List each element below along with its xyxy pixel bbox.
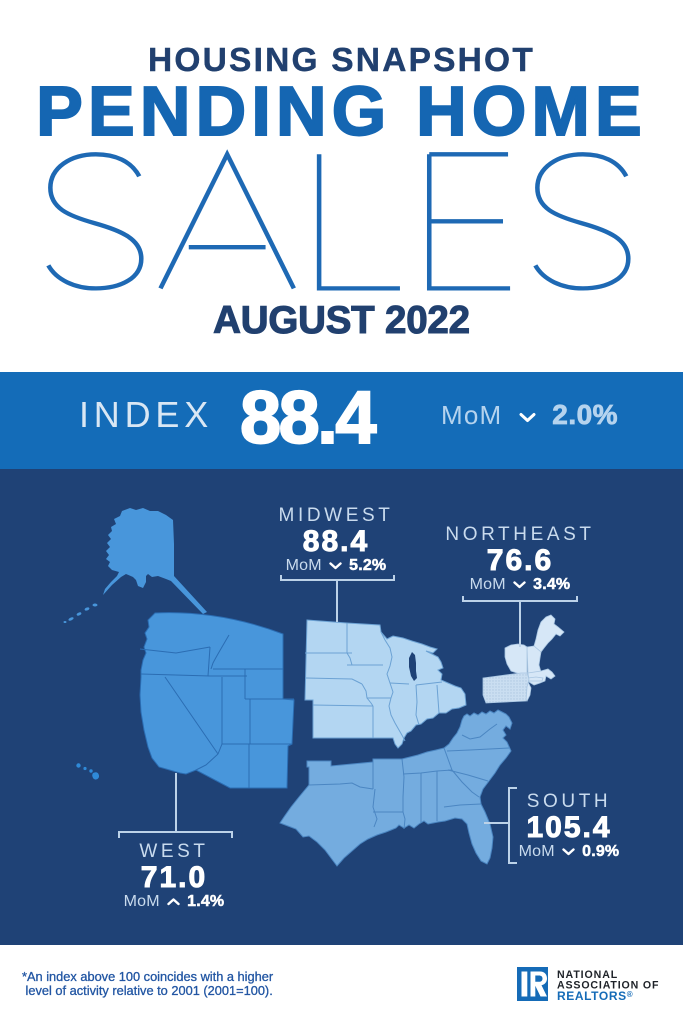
svg-text:ASSOCIATION OF: ASSOCIATION OF — [557, 980, 659, 992]
svg-text:REALTORS®: REALTORS® — [557, 989, 633, 1003]
svg-text:NATIONAL: NATIONAL — [557, 969, 618, 981]
